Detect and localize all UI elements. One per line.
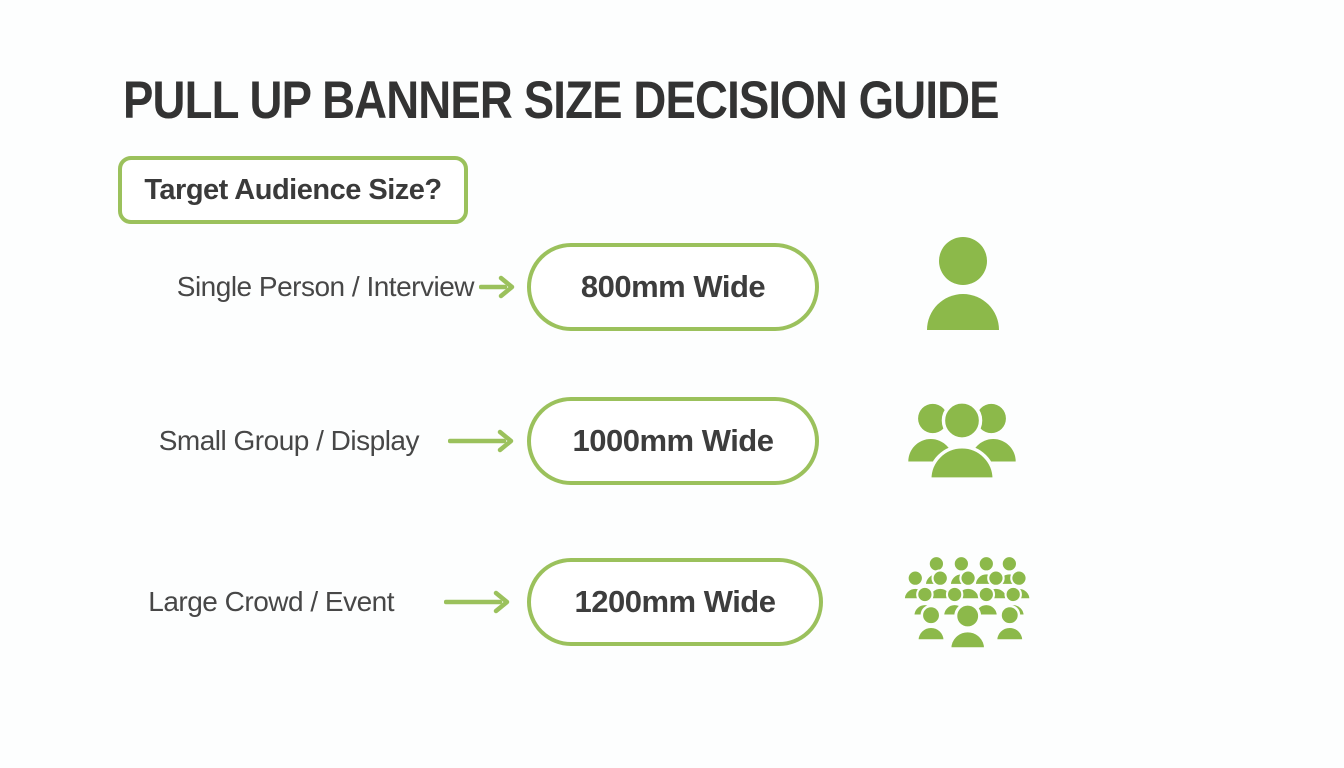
size-pill-1200mm: 1200mm Wide xyxy=(527,558,823,646)
size-pill-label: 1200mm Wide xyxy=(574,584,776,619)
single-person-icon xyxy=(927,237,999,330)
arrow-right-icon xyxy=(448,429,514,453)
row-label-large-crowd: Large Crowd / Event xyxy=(148,586,394,617)
arrow-right-icon xyxy=(444,590,510,614)
question-box: Target Audience Size? xyxy=(118,156,468,224)
question-label: Target Audience Size? xyxy=(144,173,442,206)
row-label-single-person: Single Person / Interview xyxy=(176,271,475,302)
page-title: PULL UP BANNER SIZE DECISION GUIDE xyxy=(123,71,1000,130)
size-pill-1000mm: 1000mm Wide xyxy=(527,397,819,485)
small-group-icon xyxy=(908,400,1016,481)
size-pill-label: 800mm Wide xyxy=(580,269,766,304)
size-pill-label: 1000mm Wide xyxy=(572,423,774,458)
arrow-right-icon xyxy=(479,275,515,299)
large-crowd-icon xyxy=(902,556,1032,651)
size-pill-800mm: 800mm Wide xyxy=(527,243,819,331)
row-label-small-group: Small Group / Display xyxy=(158,425,420,456)
